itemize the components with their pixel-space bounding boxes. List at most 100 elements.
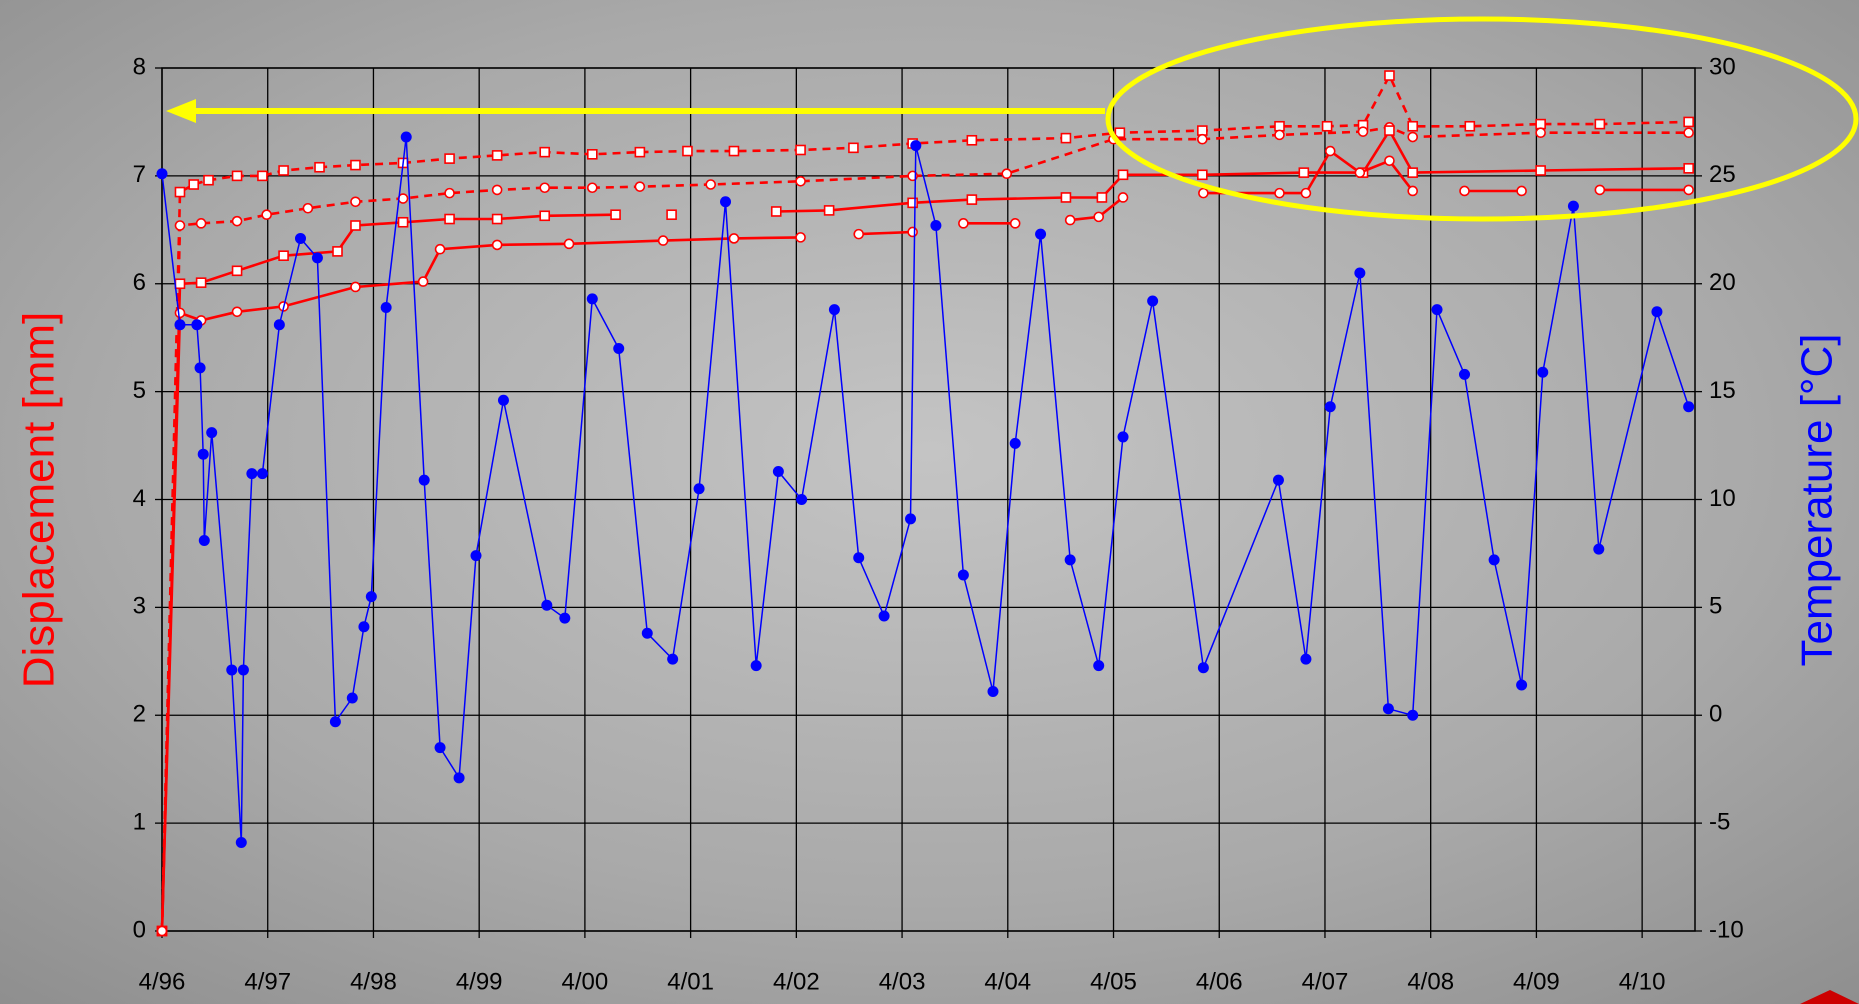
marker xyxy=(1065,554,1076,565)
marker xyxy=(315,163,324,172)
marker xyxy=(358,621,369,632)
marker xyxy=(967,136,976,145)
marker xyxy=(191,319,202,330)
marker xyxy=(1093,660,1104,671)
marker xyxy=(540,183,549,192)
y-tick-label: 3 xyxy=(133,593,146,620)
marker xyxy=(1011,219,1020,228)
x-tick-label: 4/04 xyxy=(984,968,1031,995)
marker xyxy=(720,196,731,207)
y-tick-label: 4 xyxy=(133,485,146,512)
x-tick-label: 4/10 xyxy=(1619,968,1666,995)
marker xyxy=(1326,147,1335,156)
marker xyxy=(987,686,998,697)
marker xyxy=(454,772,465,783)
marker xyxy=(1536,128,1545,137)
marker xyxy=(772,207,781,216)
marker xyxy=(588,183,597,192)
marker xyxy=(199,535,210,546)
marker xyxy=(1094,212,1103,221)
marker xyxy=(471,550,482,561)
x-tick-label: 4/96 xyxy=(139,968,186,995)
marker xyxy=(1465,122,1474,131)
marker xyxy=(588,150,597,159)
marker xyxy=(419,277,428,286)
y2-tick-label: -5 xyxy=(1709,808,1730,835)
marker xyxy=(613,343,624,354)
marker xyxy=(1355,168,1364,177)
marker xyxy=(312,252,323,263)
marker xyxy=(773,466,784,477)
marker xyxy=(333,247,342,256)
marker xyxy=(729,234,738,243)
marker xyxy=(879,611,890,622)
marker xyxy=(295,233,306,244)
marker xyxy=(667,210,676,219)
marker xyxy=(1198,662,1209,673)
marker xyxy=(1460,186,1469,195)
marker xyxy=(635,182,644,191)
marker xyxy=(587,293,598,304)
y2-tick-label: 10 xyxy=(1709,485,1736,512)
marker xyxy=(1537,367,1548,378)
marker xyxy=(905,513,916,524)
marker xyxy=(1301,189,1310,198)
marker xyxy=(1354,267,1365,278)
marker xyxy=(1323,122,1332,131)
marker xyxy=(226,664,237,675)
y2-tick-label: 20 xyxy=(1709,269,1736,296)
marker xyxy=(1198,135,1207,144)
marker xyxy=(1147,296,1158,307)
marker xyxy=(796,145,805,154)
y2-tick-label: 25 xyxy=(1709,161,1736,188)
x-tick-label: 4/06 xyxy=(1196,968,1243,995)
marker xyxy=(1683,401,1694,412)
marker xyxy=(1325,401,1336,412)
x-tick-label: 4/05 xyxy=(1090,968,1137,995)
marker xyxy=(445,154,454,163)
marker xyxy=(849,143,858,152)
marker xyxy=(236,837,247,848)
marker xyxy=(930,220,941,231)
x-tick-label: 4/97 xyxy=(244,968,291,995)
marker xyxy=(493,185,502,194)
background xyxy=(0,0,1859,1004)
marker xyxy=(158,927,167,936)
y-tick-label: 2 xyxy=(133,701,146,728)
marker xyxy=(445,215,454,224)
marker xyxy=(559,613,570,624)
marker xyxy=(1651,306,1662,317)
marker xyxy=(908,227,917,236)
chart: 012345678-10-50510152025304/964/974/984/… xyxy=(0,0,1859,1004)
x-tick-label: 4/09 xyxy=(1513,968,1560,995)
marker xyxy=(1383,703,1394,714)
marker xyxy=(419,475,430,486)
marker xyxy=(436,245,445,254)
marker xyxy=(959,219,968,228)
marker xyxy=(262,210,271,219)
marker xyxy=(347,692,358,703)
marker xyxy=(1275,122,1284,131)
marker xyxy=(1273,475,1284,486)
marker xyxy=(493,151,502,160)
marker xyxy=(1595,120,1604,129)
marker xyxy=(1516,680,1527,691)
marker xyxy=(1066,216,1075,225)
marker xyxy=(1275,189,1284,198)
marker xyxy=(1684,128,1693,137)
marker xyxy=(1299,168,1308,177)
marker xyxy=(435,742,446,753)
marker xyxy=(1408,168,1417,177)
marker xyxy=(694,483,705,494)
marker xyxy=(195,362,206,373)
marker xyxy=(279,166,288,175)
marker xyxy=(1408,186,1417,195)
marker xyxy=(796,233,805,242)
y-tick-label: 5 xyxy=(133,377,146,404)
marker xyxy=(1002,169,1011,178)
x-tick-label: 4/98 xyxy=(350,968,397,995)
marker xyxy=(854,230,863,239)
marker xyxy=(381,302,392,313)
marker xyxy=(204,176,213,185)
marker xyxy=(157,168,168,179)
